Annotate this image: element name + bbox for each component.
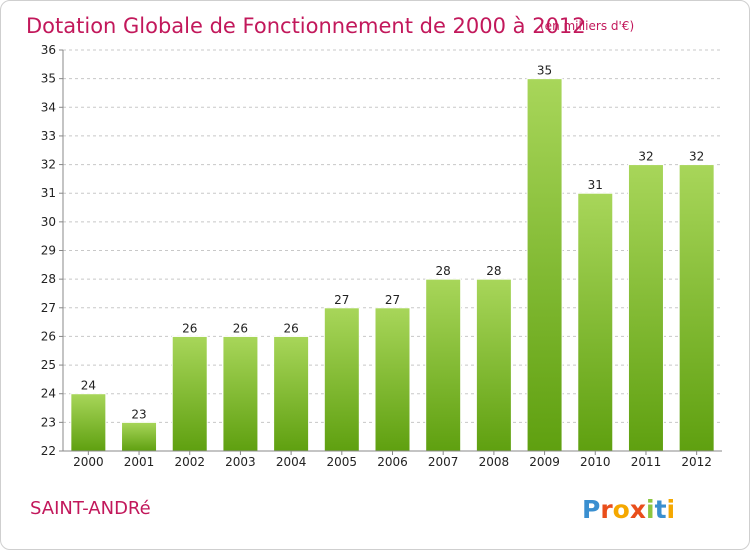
logo-letter: t (655, 495, 667, 524)
proxiti-logo: Proxiti (582, 495, 675, 524)
y-tick-label: 35 (41, 72, 56, 86)
logo-letter: P (582, 495, 600, 524)
bar (425, 278, 462, 452)
bar-value-label: 31 (588, 178, 603, 192)
bar (121, 421, 158, 452)
chart-title: Dotation Globale de Fonctionnement de 20… (26, 14, 586, 38)
bar (678, 164, 715, 452)
bars: 24 23 26 26 26 27 27 28 28 35 31 32 32 (70, 64, 715, 452)
bar-value-label: 35 (537, 64, 552, 78)
chart-subtitle: (en milliers d'€) (540, 19, 634, 33)
bar-value-label: 32 (638, 150, 653, 164)
y-tick-label: 28 (41, 272, 56, 286)
commune-name: SAINT-ANDRé (30, 498, 151, 519)
bar-value-label: 23 (131, 407, 146, 421)
x-tick-label: 2011 (631, 455, 662, 469)
bar-value-label: 28 (436, 264, 451, 278)
bar (222, 335, 259, 452)
x-tick-label: 2000 (73, 455, 104, 469)
y-tick-label: 29 (41, 244, 56, 258)
bar (577, 192, 614, 452)
logo-letter: r (600, 495, 613, 524)
y-axis: 22 23 24 25 26 27 28 29 30 31 32 33 34 35 36 (41, 43, 64, 458)
logo-letter: i (667, 495, 676, 524)
bar-value-label: 26 (182, 321, 197, 335)
bar (627, 164, 664, 452)
x-tick-label: 2006 (377, 455, 408, 469)
bar-value-label: 24 (81, 379, 96, 393)
bar (70, 393, 107, 452)
y-tick-label: 34 (41, 100, 56, 114)
bar (323, 307, 360, 452)
bar-value-label: 32 (689, 150, 704, 164)
y-tick-label: 25 (41, 358, 56, 372)
y-tick-label: 32 (41, 158, 56, 172)
x-tick-label: 2007 (428, 455, 459, 469)
y-tick-label: 22 (41, 444, 56, 458)
y-tick-label: 23 (41, 415, 56, 429)
bar (273, 335, 310, 452)
bar (526, 78, 563, 452)
x-tick-label: 2012 (681, 455, 712, 469)
bar-value-label: 27 (385, 293, 400, 307)
logo-letter: i (646, 495, 655, 524)
x-tick-label: 2010 (580, 455, 611, 469)
y-tick-label: 24 (41, 387, 56, 401)
bar (171, 335, 208, 452)
bar-value-label: 26 (283, 321, 298, 335)
bar-value-label: 28 (486, 264, 501, 278)
y-tick-label: 31 (41, 186, 56, 200)
logo-letter: o (613, 495, 630, 524)
x-axis: 2000 2001 2002 2003 2004 2005 2006 2007 2008 2009… (63, 450, 722, 469)
bar (374, 307, 411, 452)
logo-letter: x (630, 495, 646, 524)
y-tick-label: 30 (41, 215, 56, 229)
x-tick-label: 2003 (225, 455, 256, 469)
bar-value-label: 27 (334, 293, 349, 307)
x-tick-label: 2008 (479, 455, 510, 469)
x-tick-label: 2005 (327, 455, 358, 469)
x-tick-label: 2009 (529, 455, 560, 469)
bar (475, 278, 512, 452)
y-tick-label: 27 (41, 301, 56, 315)
x-tick-label: 2001 (124, 455, 155, 469)
y-tick-label: 26 (41, 329, 56, 343)
x-tick-label: 2002 (174, 455, 205, 469)
y-tick-label: 33 (41, 129, 56, 143)
x-tick-label: 2004 (276, 455, 307, 469)
y-tick-label: 36 (41, 43, 56, 57)
bar-value-label: 26 (233, 321, 248, 335)
